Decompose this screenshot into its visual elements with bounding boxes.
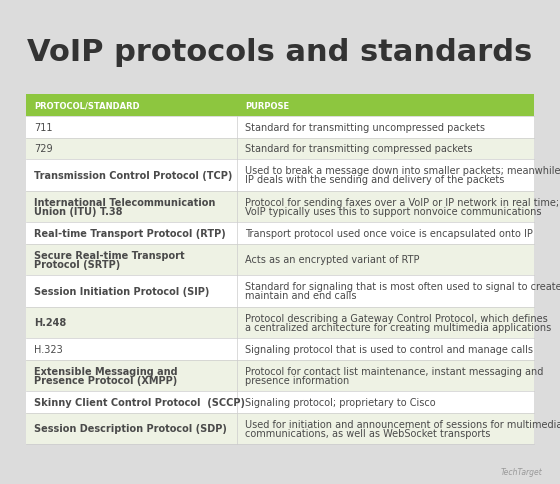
Text: Used to break a message down into smaller packets; meanwhile,: Used to break a message down into smalle… — [245, 166, 560, 176]
Text: Protocol (SRTP): Protocol (SRTP) — [34, 259, 120, 269]
Text: Protocol for sending faxes over a VoIP or IP network in real time;: Protocol for sending faxes over a VoIP o… — [245, 197, 559, 207]
Text: Standard for signaling that is most often used to signal to create,: Standard for signaling that is most ofte… — [245, 282, 560, 292]
Text: Standard for transmitting compressed packets: Standard for transmitting compressed pac… — [245, 144, 472, 154]
Text: Real-time Transport Protocol (RTP): Real-time Transport Protocol (RTP) — [34, 228, 226, 238]
Bar — [26, 160, 534, 191]
Bar — [26, 95, 534, 117]
Text: 729: 729 — [34, 144, 53, 154]
Bar — [26, 138, 534, 160]
Text: H.323: H.323 — [34, 344, 63, 354]
Text: Transport protocol used once voice is encapsulated onto IP: Transport protocol used once voice is en… — [245, 228, 533, 238]
Text: Presence Protocol (XMPP): Presence Protocol (XMPP) — [34, 375, 178, 385]
Text: presence information: presence information — [245, 375, 349, 385]
Text: communications, as well as WebSocket transports: communications, as well as WebSocket tra… — [245, 428, 490, 438]
Bar — [26, 117, 534, 138]
Text: Signaling protocol; proprietary to Cisco: Signaling protocol; proprietary to Cisco — [245, 397, 436, 407]
Text: Transmission Control Protocol (TCP): Transmission Control Protocol (TCP) — [34, 170, 232, 181]
Bar — [26, 95, 534, 444]
Bar — [26, 275, 534, 307]
Text: Signaling protocol that is used to control and manage calls: Signaling protocol that is used to contr… — [245, 344, 533, 354]
Text: Protocol describing a Gateway Control Protocol, which defines: Protocol describing a Gateway Control Pr… — [245, 313, 548, 323]
Text: Session Initiation Protocol (SIP): Session Initiation Protocol (SIP) — [34, 286, 209, 296]
Text: Acts as an encrypted variant of RTP: Acts as an encrypted variant of RTP — [245, 255, 419, 265]
Text: 711: 711 — [34, 122, 53, 133]
Text: IP deals with the sending and delivery of the packets: IP deals with the sending and delivery o… — [245, 175, 504, 185]
Text: TechTarget: TechTarget — [500, 468, 542, 477]
Text: a centralized architecture for creating multimedia applications: a centralized architecture for creating … — [245, 322, 551, 332]
Text: International Telecommunication: International Telecommunication — [34, 197, 216, 207]
Bar — [26, 244, 534, 275]
Text: Session Description Protocol (SDP): Session Description Protocol (SDP) — [34, 424, 227, 433]
Bar — [26, 391, 534, 413]
Text: H.248: H.248 — [34, 318, 66, 328]
Text: Used for initiation and announcement of sessions for multimedia: Used for initiation and announcement of … — [245, 419, 560, 429]
Text: PROTOCOL/STANDARD: PROTOCOL/STANDARD — [34, 101, 139, 110]
Text: Standard for transmitting uncompressed packets: Standard for transmitting uncompressed p… — [245, 122, 485, 133]
Bar — [26, 223, 534, 244]
Text: Secure Real-time Transport: Secure Real-time Transport — [34, 250, 185, 260]
Text: Protocol for contact list maintenance, instant messaging and: Protocol for contact list maintenance, i… — [245, 366, 543, 376]
Text: Extensible Messaging and: Extensible Messaging and — [34, 366, 178, 376]
Text: VoIP typically uses this to support nonvoice communications: VoIP typically uses this to support nonv… — [245, 206, 542, 216]
Text: Skinny Client Control Protocol  (SCCP): Skinny Client Control Protocol (SCCP) — [34, 397, 245, 407]
Bar — [26, 360, 534, 391]
Bar — [26, 338, 534, 360]
Text: VoIP protocols and standards: VoIP protocols and standards — [27, 37, 533, 66]
Bar — [26, 307, 534, 338]
Text: maintain and end calls: maintain and end calls — [245, 291, 356, 301]
Bar — [26, 191, 534, 223]
Text: PURPOSE: PURPOSE — [245, 101, 289, 110]
Text: Union (ITU) T.38: Union (ITU) T.38 — [34, 206, 123, 216]
Bar — [26, 413, 534, 444]
